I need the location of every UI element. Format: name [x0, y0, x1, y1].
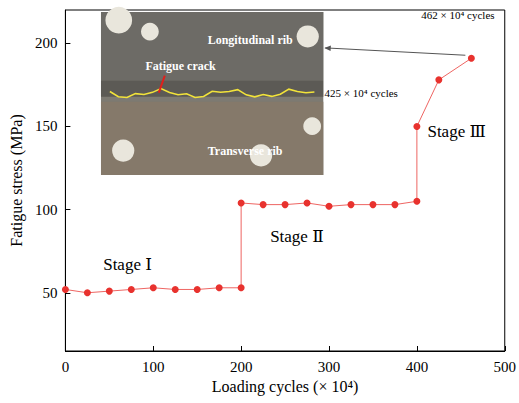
- svg-text:Fatigue stress (MPa): Fatigue stress (MPa): [8, 114, 26, 246]
- svg-text:462 × 10⁴ cycles: 462 × 10⁴ cycles: [421, 9, 494, 21]
- svg-text:50: 50: [42, 285, 57, 301]
- svg-text:200: 200: [35, 35, 58, 51]
- svg-text:200: 200: [230, 359, 253, 375]
- svg-text:Longitudinal rib: Longitudinal rib: [208, 33, 293, 47]
- svg-text:Fatigue crack: Fatigue crack: [145, 59, 216, 73]
- svg-text:100: 100: [142, 359, 165, 375]
- svg-text:Loading cycles (× 10⁴): Loading cycles (× 10⁴): [212, 378, 359, 396]
- svg-text:425 × 10⁴ cycles: 425 × 10⁴ cycles: [325, 87, 398, 99]
- svg-text:Stage Ⅰ: Stage Ⅰ: [103, 255, 152, 274]
- svg-text:300: 300: [318, 359, 341, 375]
- svg-text:Stage Ⅱ: Stage Ⅱ: [270, 227, 324, 246]
- svg-text:100: 100: [35, 202, 58, 218]
- svg-text:500: 500: [494, 359, 517, 375]
- svg-text:0: 0: [62, 359, 70, 375]
- svg-text:150: 150: [35, 118, 58, 134]
- svg-text:Stage Ⅲ: Stage Ⅲ: [427, 122, 485, 141]
- svg-text:400: 400: [406, 359, 429, 375]
- svg-text:Transverse rib: Transverse rib: [208, 144, 283, 158]
